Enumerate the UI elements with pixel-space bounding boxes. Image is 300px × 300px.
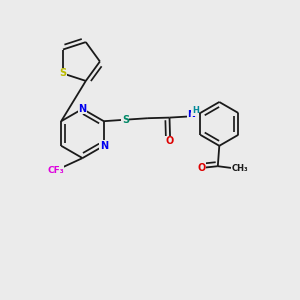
- Text: CH₃: CH₃: [232, 164, 248, 173]
- Text: N: N: [100, 141, 108, 151]
- Text: S: S: [59, 68, 67, 79]
- Text: O: O: [197, 163, 206, 173]
- Text: O: O: [166, 136, 174, 146]
- Text: N: N: [78, 104, 87, 114]
- Text: N: N: [188, 110, 195, 119]
- Text: CF₃: CF₃: [47, 166, 64, 175]
- Text: S: S: [122, 115, 129, 125]
- Text: H: H: [192, 106, 199, 116]
